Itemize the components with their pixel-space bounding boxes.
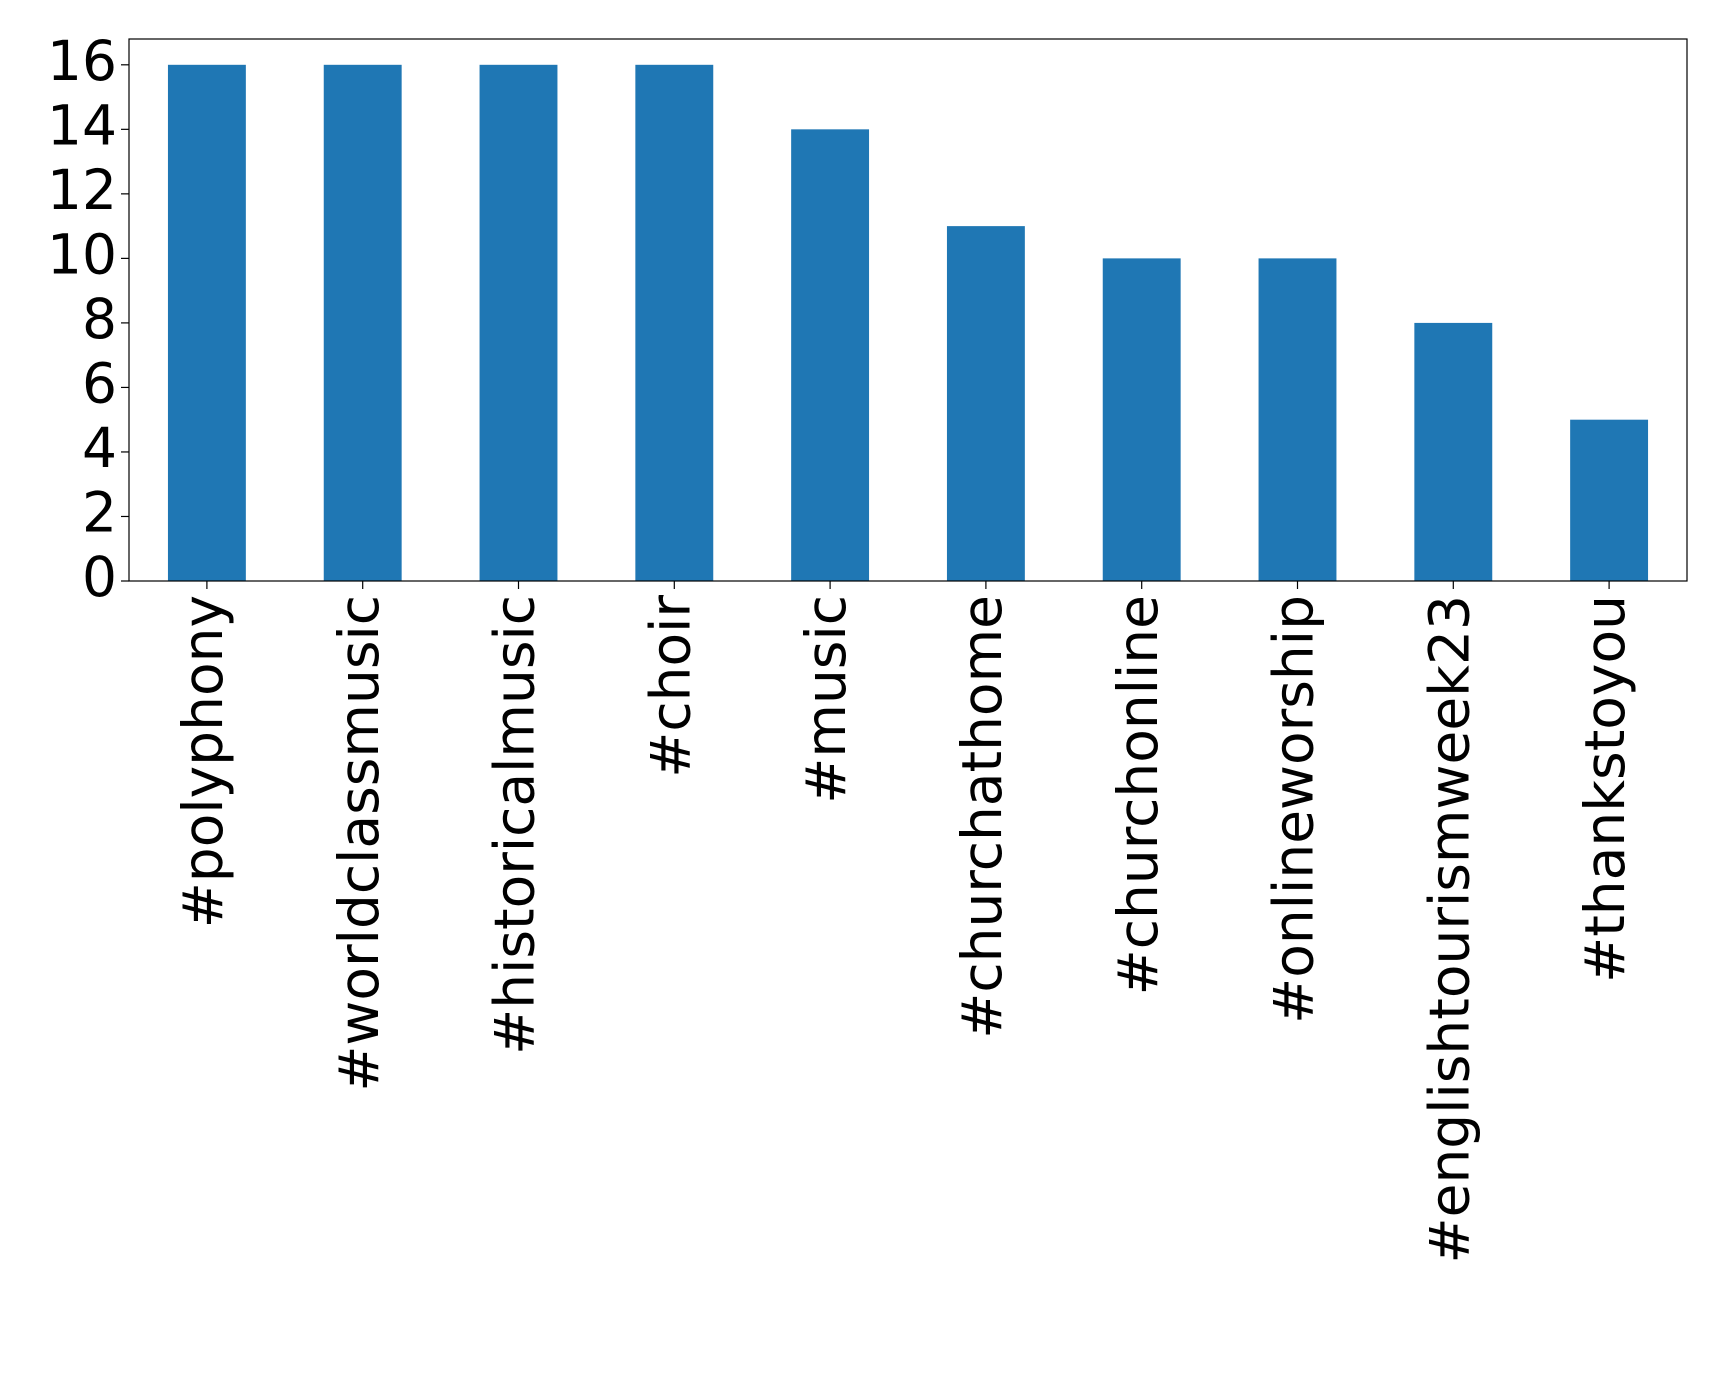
x-tick-label: #historicalmusic xyxy=(483,595,547,1055)
x-tick-label: #onlineworship xyxy=(1262,595,1326,1024)
axes-frame xyxy=(128,38,1688,582)
bar xyxy=(1258,258,1337,581)
bar xyxy=(167,64,246,582)
x-tick-label: #choir xyxy=(638,595,702,778)
bar xyxy=(791,129,870,582)
y-tick-label: 8 xyxy=(82,287,117,351)
y-tick-label: 4 xyxy=(82,416,117,480)
bar xyxy=(323,64,402,582)
bar xyxy=(1414,322,1493,581)
bar xyxy=(635,64,714,582)
y-tick-label: 16 xyxy=(47,29,117,93)
y-tick-label: 6 xyxy=(82,352,117,416)
x-tick-label: #englishtourismweek23 xyxy=(1417,595,1481,1263)
bar xyxy=(1570,419,1649,581)
bar xyxy=(479,64,558,582)
bar xyxy=(1102,258,1181,581)
x-tick-label: #worldclassmusic xyxy=(327,595,391,1092)
x-tick-label: #churchonline xyxy=(1106,595,1170,995)
x-tick-label: #music xyxy=(794,595,858,804)
y-tick-label: 14 xyxy=(47,93,117,157)
y-tick-label: 2 xyxy=(82,481,117,545)
x-tick-label: #polyphony xyxy=(171,595,235,928)
y-tick-label: 10 xyxy=(47,223,117,287)
x-tick-label: #thankstoyou xyxy=(1573,595,1637,983)
y-tick-label: 0 xyxy=(82,545,117,609)
bar xyxy=(946,226,1025,581)
y-tick-label: 12 xyxy=(47,158,117,222)
x-tick-label: #churchathome xyxy=(950,595,1014,1039)
